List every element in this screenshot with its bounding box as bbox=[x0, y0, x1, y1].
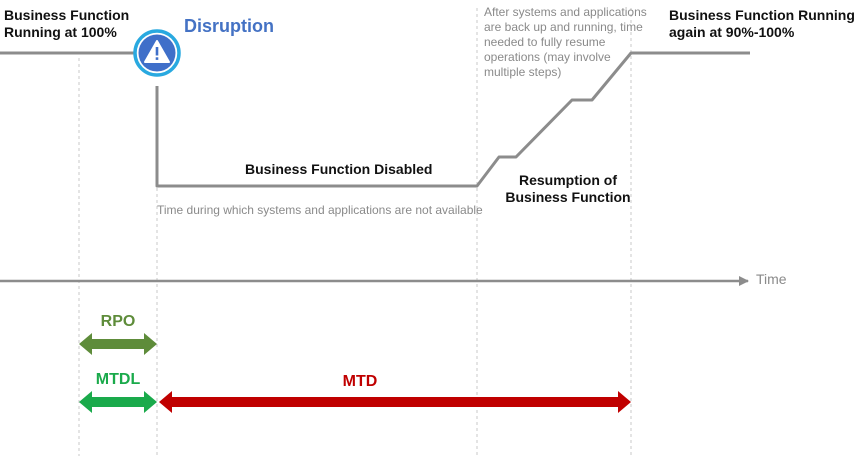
resumption-label: Resumption of Business Function bbox=[505, 172, 631, 205]
function-level-line bbox=[0, 51, 750, 188]
disruption-label: Disruption bbox=[184, 16, 274, 36]
time-axis-label: Time bbox=[756, 271, 787, 287]
resume-note: After systems and applications are back … bbox=[484, 5, 647, 79]
rpo-label: RPO bbox=[100, 313, 136, 330]
mtdl-arrow bbox=[79, 391, 157, 413]
rpo-arrow bbox=[79, 333, 157, 355]
unavailable-note: Time during which systems and applicatio… bbox=[157, 203, 483, 217]
warning-triangle-icon bbox=[133, 29, 181, 77]
running-again-label: Business Function Running again at 90%-1… bbox=[669, 7, 855, 40]
mtd-label: MTD bbox=[342, 373, 378, 390]
mtdl-label: MTDL bbox=[95, 371, 141, 388]
mtd-arrow bbox=[159, 391, 631, 413]
running-100-label: Business Function Running at 100% bbox=[4, 7, 130, 40]
disabled-label: Business Function Disabled bbox=[245, 161, 433, 177]
